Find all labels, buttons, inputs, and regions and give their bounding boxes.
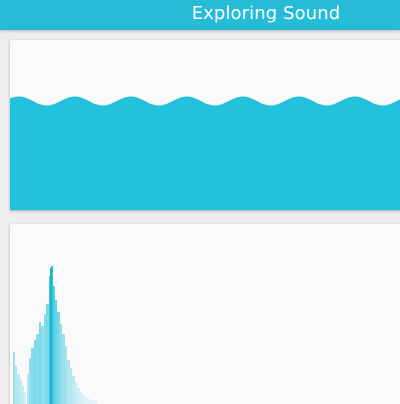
spectrum-bar <box>34 340 36 404</box>
frequency-spectrum-visualizer <box>13 266 97 404</box>
spectrum-bar <box>67 360 70 404</box>
spectrum-bar <box>91 400 94 404</box>
spectrum-bar <box>13 352 15 404</box>
spectrum-bar <box>39 322 41 404</box>
spectrum-bar <box>65 346 67 404</box>
waveform-texture <box>10 96 400 210</box>
waveform-card <box>10 40 400 210</box>
spectrum-bar <box>24 392 26 404</box>
spectrum-bar <box>53 286 55 404</box>
spectrum-bar <box>80 392 82 404</box>
spectrum-bar <box>41 326 44 404</box>
spectrum-bar <box>17 374 20 404</box>
spectrum-bar <box>57 312 60 404</box>
spectrum-bar <box>20 380 22 404</box>
spectrum-bar <box>72 376 75 404</box>
spectrum-bar <box>36 334 39 404</box>
spectrum-bar <box>85 397 88 404</box>
spectrum-bar <box>29 358 31 404</box>
spectrum-bar <box>75 382 77 404</box>
spectrum-bar <box>22 386 24 404</box>
spectrum-bar <box>44 314 46 404</box>
spectrum-bar <box>70 368 72 404</box>
spectrum-bar <box>60 324 62 404</box>
spectrum-peak-bar <box>50 268 52 404</box>
spectrum-bar <box>77 388 80 404</box>
spectrum-bar <box>55 300 57 404</box>
app-bar: Exploring Sound <box>0 0 400 30</box>
app-title: Exploring Sound <box>191 3 341 24</box>
spectrum-bar <box>27 374 29 404</box>
spectrum-bar <box>62 334 65 404</box>
spectrum-bar <box>31 348 34 404</box>
spectrum-card <box>10 224 400 404</box>
spectrum-bar <box>15 366 17 404</box>
spectrum-bar <box>46 304 49 404</box>
waveform-visualizer <box>10 96 400 210</box>
